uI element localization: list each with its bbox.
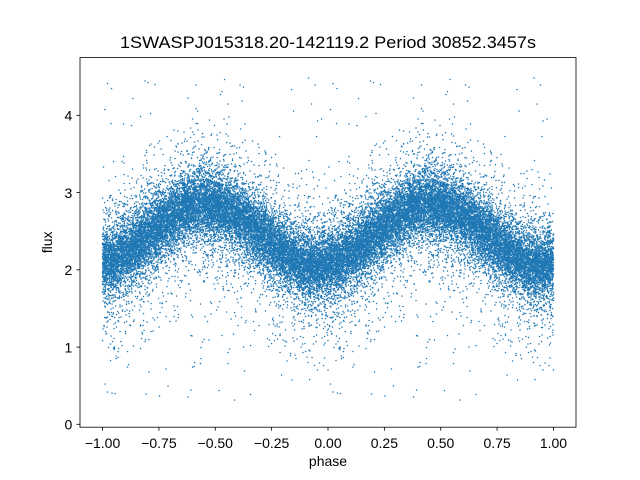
svg-text:−0.50: −0.50	[198, 435, 234, 451]
svg-text:2: 2	[65, 262, 73, 278]
svg-text:0.50: 0.50	[427, 435, 454, 451]
svg-text:1.00: 1.00	[540, 435, 567, 451]
svg-text:−0.25: −0.25	[254, 435, 290, 451]
svg-text:−1.00: −1.00	[85, 435, 121, 451]
svg-text:0.00: 0.00	[314, 435, 341, 451]
svg-text:4: 4	[65, 108, 73, 124]
svg-text:1SWASPJ015318.20-142119.2 Peri: 1SWASPJ015318.20-142119.2 Period 30852.3…	[120, 33, 536, 52]
svg-text:−0.75: −0.75	[141, 435, 177, 451]
svg-text:1: 1	[65, 339, 73, 355]
svg-text:0: 0	[65, 417, 73, 433]
svg-text:0.25: 0.25	[371, 435, 398, 451]
svg-text:phase: phase	[309, 453, 347, 469]
svg-text:3: 3	[65, 185, 73, 201]
svg-text:flux: flux	[39, 232, 55, 254]
svg-text:0.75: 0.75	[483, 435, 510, 451]
